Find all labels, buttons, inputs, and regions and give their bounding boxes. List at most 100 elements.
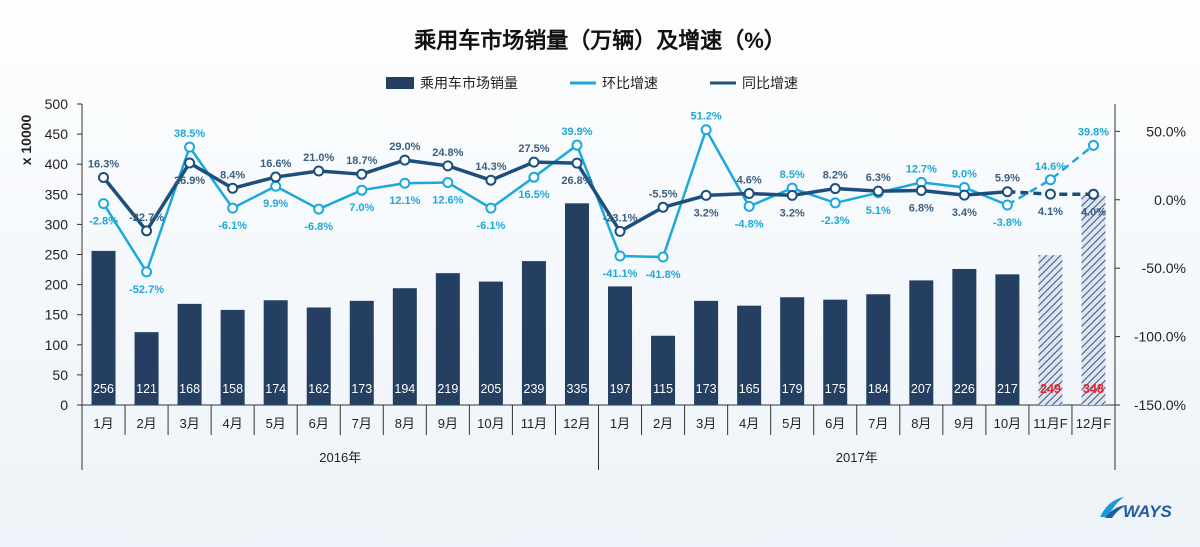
- sales-bar-value-label: 249: [1040, 382, 1061, 396]
- yoy-point: [442, 160, 454, 172]
- sales-bar-value-label: 179: [782, 382, 803, 396]
- sales-bar-value-label: 219: [437, 382, 458, 396]
- sales-bar-value-label: 162: [308, 382, 329, 396]
- yoy-point: [98, 171, 110, 183]
- yoy-value-label: 3.2%: [694, 207, 719, 219]
- y-axis-left-tick-label: 300: [45, 216, 69, 232]
- legend-label-mom: 环比增速: [602, 75, 658, 91]
- x-axis-tick-label: 10月: [477, 416, 504, 431]
- mom-point: [356, 184, 368, 196]
- y-axis-left-tick-label: 400: [45, 156, 69, 172]
- mom-value-label: -3.8%: [993, 217, 1022, 229]
- sales-bar: [177, 303, 202, 405]
- x-axis-year-label: 2016年: [319, 450, 361, 465]
- sales-bar: [694, 300, 719, 405]
- mom-point: [1087, 139, 1099, 151]
- x-axis-tick-label: 6月: [825, 416, 845, 431]
- sales-bar: [952, 268, 977, 405]
- yoy-point: [743, 187, 755, 199]
- yoy-line: [102, 158, 1008, 234]
- mom-value-label: 39.9%: [561, 126, 592, 138]
- sales-bar-value-label: 348: [1083, 382, 1104, 396]
- y-axis-right-tick-label: -100.0%: [1134, 329, 1186, 345]
- sales-bar-value-label: 173: [696, 382, 717, 396]
- y-axis-left-tick-label: 200: [45, 277, 69, 293]
- yoy-point: [485, 174, 497, 186]
- sales-bar-value-label: 217: [997, 382, 1018, 396]
- logo-swoosh-icon: [1100, 497, 1124, 517]
- legend-label-sales: 乘用车市场销量: [420, 75, 518, 91]
- mom-value-label: -6.8%: [304, 221, 333, 233]
- sales-bar-value-label: 174: [265, 382, 286, 396]
- mom-value-label: -4.8%: [735, 218, 764, 230]
- yoy-value-label: 16.3%: [88, 158, 119, 170]
- sales-bar-value-label: 194: [394, 382, 415, 396]
- sales-bar-value-label: 184: [868, 382, 889, 396]
- x-axis-year-label: 2017年: [836, 450, 878, 465]
- mom-point: [571, 139, 583, 151]
- x-axis-tick-label: 1月: [610, 416, 630, 431]
- x-axis-tick-label: 2月: [653, 416, 673, 431]
- yoy-point: [399, 154, 411, 166]
- yoy-point: [786, 189, 798, 201]
- yoy-point: [528, 156, 540, 168]
- sales-bar-value-label: 226: [954, 382, 975, 396]
- sales-bar-value-label: 168: [179, 382, 200, 396]
- line-series: [98, 124, 1099, 278]
- sales-bar: [478, 281, 503, 405]
- legend: 乘用车市场销量 环比增速 同比增速: [386, 75, 798, 91]
- mom-value-label: -6.1%: [477, 220, 506, 232]
- sales-bar: [737, 305, 762, 405]
- yoy-point: [872, 185, 884, 197]
- x-axis-tick-label: 7月: [352, 416, 372, 431]
- sales-bar: [651, 335, 676, 405]
- x-axis-tick-label: 8月: [911, 416, 931, 431]
- mom-point: [399, 177, 411, 189]
- x-axis-tick-label: 5月: [266, 416, 286, 431]
- sales-bar: [995, 274, 1020, 405]
- sales-bar-value-label: 239: [524, 382, 545, 396]
- mom-point: [270, 180, 282, 192]
- sales-bar-value-label: 121: [136, 382, 157, 396]
- yoy-value-label: 6.3%: [866, 172, 891, 184]
- sales-bar: [564, 203, 589, 405]
- yoy-value-label: 26.8%: [561, 175, 592, 187]
- yoy-value-label: 6.8%: [909, 202, 934, 214]
- legend-label-yoy: 同比增速: [742, 75, 798, 91]
- sales-bar-value-label: 335: [567, 382, 588, 396]
- mom-point: [743, 200, 755, 212]
- x-axis-tick-label: 11月: [521, 416, 548, 431]
- yoy-point: [829, 183, 841, 195]
- sales-bar: [521, 261, 546, 405]
- sales-bar: [780, 297, 805, 405]
- y-axis-left-tick-label: 0: [60, 397, 68, 413]
- mom-value-label: 8.5%: [780, 169, 805, 181]
- y-axis-right-tick-label: 0.0%: [1154, 192, 1186, 208]
- yoy-value-label: -5.5%: [649, 188, 678, 200]
- mom-value-label: 12.1%: [389, 195, 420, 207]
- sales-bar: [1038, 255, 1063, 405]
- mom-value-label: 7.0%: [349, 202, 374, 214]
- mom-value-label: 16.5%: [518, 189, 549, 201]
- yoy-value-label: 3.4%: [952, 207, 977, 219]
- yoy-value-label: 26.9%: [174, 175, 205, 187]
- yoy-point: [700, 189, 712, 201]
- sales-bar: [435, 273, 460, 405]
- sales-bar: [349, 300, 374, 405]
- yoy-point: [270, 171, 282, 183]
- mom-point: [1001, 199, 1013, 211]
- y-axis-right-tick-label: -150.0%: [1134, 397, 1186, 413]
- sales-bar-value-label: 205: [480, 382, 501, 396]
- sales-bar: [909, 280, 934, 405]
- x-axis-tick-label: 5月: [782, 416, 802, 431]
- yoy-point: [227, 182, 239, 194]
- mom-value-label: -2.3%: [821, 215, 850, 227]
- sales-bar: [91, 250, 116, 405]
- mom-value-label: 12.7%: [906, 163, 937, 175]
- yoy-value-label: -23.1%: [603, 212, 638, 224]
- yoy-point: [958, 189, 970, 201]
- x-axis-tick-label: 8月: [395, 416, 415, 431]
- x-axis-tick-label: 4月: [223, 416, 243, 431]
- yoy-value-label: 16.6%: [260, 158, 291, 170]
